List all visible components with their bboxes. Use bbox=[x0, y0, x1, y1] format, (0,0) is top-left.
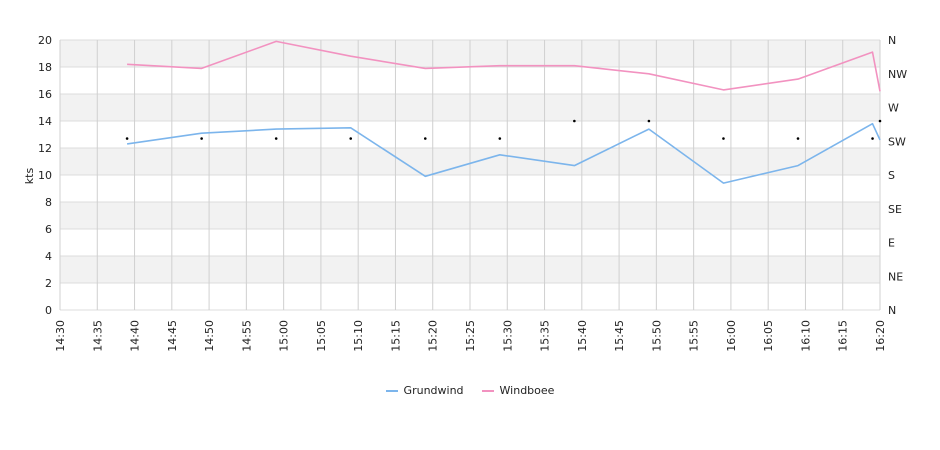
direction-marker bbox=[871, 137, 874, 140]
legend-label-grundwind: Grundwind bbox=[403, 384, 464, 397]
x-tick-label: 15:15 bbox=[389, 320, 402, 352]
y-tick-label: 14 bbox=[38, 115, 52, 128]
y-tick-label: 0 bbox=[45, 304, 52, 317]
legend-item-windboee[interactable]: Windboee bbox=[481, 384, 555, 397]
direction-marker bbox=[722, 137, 725, 140]
direction-axis-label: E bbox=[888, 237, 895, 250]
y-axis-title: kts bbox=[23, 168, 36, 185]
direction-axis-label: N bbox=[888, 34, 896, 47]
legend-swatch-grundwind bbox=[385, 389, 398, 392]
direction-axis-label: W bbox=[888, 102, 899, 115]
x-tick-label: 15:40 bbox=[576, 320, 589, 352]
direction-marker bbox=[125, 137, 129, 140]
x-tick-label: 15:10 bbox=[352, 320, 365, 352]
direction-axis-label: NE bbox=[888, 270, 903, 283]
legend-item-grundwind[interactable]: Grundwind bbox=[385, 384, 464, 397]
series-line-grundwind bbox=[126, 122, 881, 184]
legend-swatch-windboee bbox=[481, 389, 494, 392]
x-tick-label: 14:45 bbox=[166, 320, 179, 352]
direction-marker bbox=[423, 137, 427, 140]
direction-marker bbox=[573, 119, 576, 123]
y-tick-label: 18 bbox=[38, 61, 52, 74]
direction-marker bbox=[878, 119, 882, 123]
x-tick-label: 15:05 bbox=[315, 320, 328, 352]
x-tick-label: 15:45 bbox=[613, 320, 626, 352]
direction-marker bbox=[647, 119, 651, 123]
direction-marker bbox=[349, 137, 353, 140]
direction-axis-label: SW bbox=[888, 135, 906, 148]
x-tick-label: 15:55 bbox=[688, 320, 701, 352]
x-tick-label: 15:00 bbox=[278, 320, 291, 352]
y-tick-label: 4 bbox=[45, 250, 52, 263]
x-tick-label: 14:55 bbox=[240, 320, 253, 352]
legend-label-windboee: Windboee bbox=[499, 384, 555, 397]
x-tick-label: 15:35 bbox=[539, 320, 552, 352]
chart-canvas: 0 2 4 6 8 10 12 14 16 18 20 kts 14:30 14:35 14:40 14:45… bbox=[23, 34, 907, 352]
x-tick-label: 15:25 bbox=[464, 320, 477, 352]
direction-axis-label: NW bbox=[888, 68, 907, 81]
x-tick-label: 16:20 bbox=[874, 320, 887, 352]
x-tick-label: 16:15 bbox=[837, 320, 850, 352]
x-tick-label: 14:30 bbox=[54, 320, 67, 352]
y-tick-label: 20 bbox=[38, 34, 52, 47]
x-tick-label: 14:35 bbox=[91, 320, 104, 352]
x-tick-label: 16:10 bbox=[799, 320, 812, 352]
y-tick-label: 6 bbox=[45, 223, 52, 236]
x-tick-label: 15:20 bbox=[427, 320, 440, 352]
x-tick-label: 14:50 bbox=[203, 320, 216, 352]
x-tick-label: 14:40 bbox=[129, 320, 142, 352]
y-tick-label: 8 bbox=[45, 196, 52, 209]
direction-axis-label: SE bbox=[888, 203, 902, 216]
y-tick-label: 10 bbox=[38, 169, 52, 182]
x-tick-label: 15:30 bbox=[501, 320, 514, 352]
direction-marker bbox=[200, 137, 203, 140]
y-tick-label: 2 bbox=[45, 277, 52, 290]
y-tick-label: 12 bbox=[38, 142, 52, 155]
direction-marker bbox=[498, 137, 502, 140]
series-line-windboee bbox=[127, 40, 881, 92]
legend: Grundwind Windboee bbox=[0, 384, 940, 397]
direction-axis-label: S bbox=[888, 169, 895, 182]
direction-axis-label: N bbox=[888, 304, 896, 317]
direction-marker bbox=[274, 137, 278, 140]
direction-marker bbox=[796, 137, 800, 140]
x-tick-label: 15:50 bbox=[650, 320, 663, 352]
y-tick-label: 16 bbox=[38, 88, 52, 101]
x-tick-label: 16:00 bbox=[725, 320, 738, 352]
x-tick-label: 16:05 bbox=[762, 320, 775, 352]
